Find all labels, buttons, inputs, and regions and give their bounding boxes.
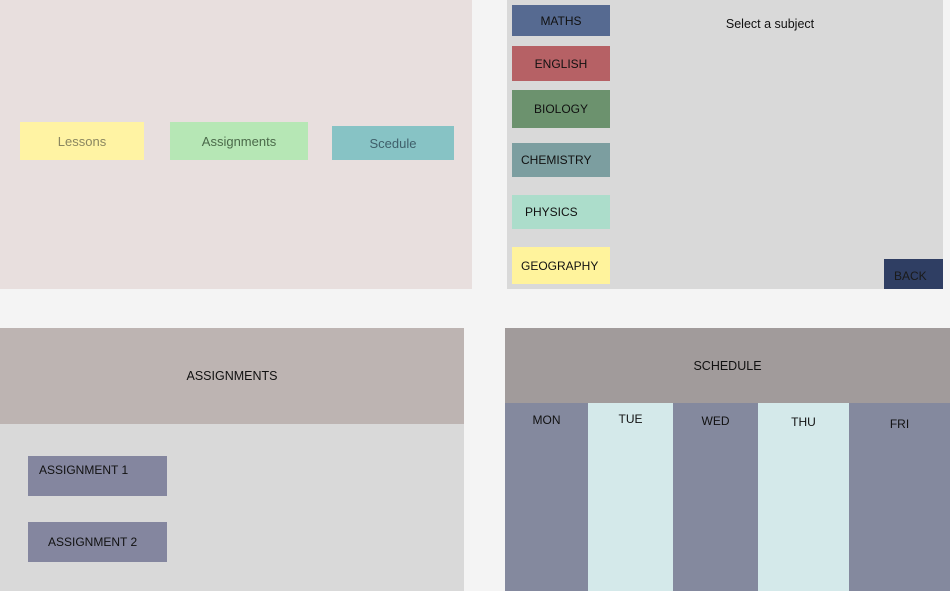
subject-button-physics[interactable]: PHYSICS (512, 195, 610, 229)
assignments-title: ASSIGNMENTS (0, 328, 464, 424)
back-button[interactable]: BACK (884, 259, 943, 289)
subject-button-english[interactable]: ENGLISH (512, 46, 610, 81)
select-subject-prompt: Select a subject (725, 17, 815, 31)
assignments-button[interactable]: Assignments (170, 122, 308, 160)
subject-button-chemistry[interactable]: CHEMISTRY (512, 143, 610, 177)
schedule-button[interactable]: Scedule (332, 126, 454, 160)
lessons-button[interactable]: Lessons (20, 122, 144, 160)
subject-button-maths[interactable]: MATHS (512, 5, 610, 36)
assignment-item[interactable]: ASSIGNMENT 1 (28, 456, 167, 496)
assignments-screen: ASSIGNMENTS ASSIGNMENT 1 ASSIGNMENT 2 (0, 328, 464, 591)
subject-button-biology[interactable]: BIOLOGY (512, 90, 610, 128)
day-column-fri[interactable]: FRI (849, 403, 950, 591)
assignment-item[interactable]: ASSIGNMENT 2 (28, 522, 167, 562)
subject-selection-screen: MATHS ENGLISH BIOLOGY CHEMISTRY PHYSICS … (507, 0, 943, 289)
day-column-mon[interactable]: MON (505, 403, 588, 591)
day-column-thu[interactable]: THU (758, 403, 849, 591)
subject-button-geography[interactable]: GEOGRAPHY (512, 247, 610, 284)
schedule-screen: SCHEDULE MON TUE WED THU FRI (505, 328, 950, 591)
day-column-wed[interactable]: WED (673, 403, 758, 591)
day-column-tue[interactable]: TUE (588, 403, 673, 591)
home-screen: Lessons Assignments Scedule (0, 0, 472, 289)
schedule-title: SCHEDULE (505, 328, 950, 403)
